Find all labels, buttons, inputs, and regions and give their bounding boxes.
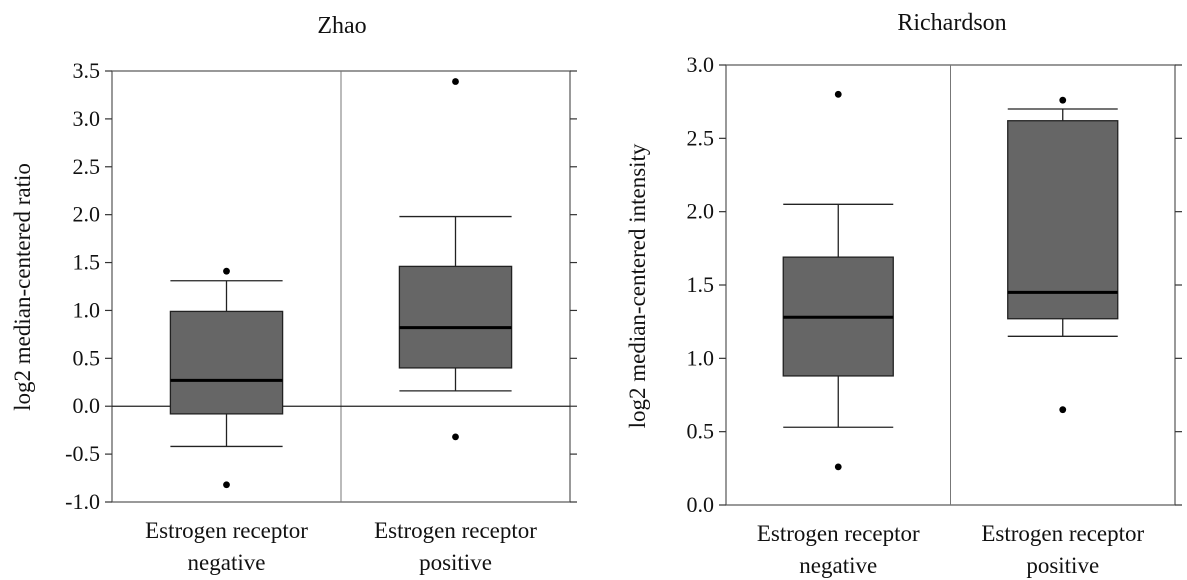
y-tick-label: 1.5 [687,272,715,297]
y-tick-label: -0.5 [65,441,100,466]
category-label: positive [1026,553,1099,578]
y-tick-label: 0.5 [687,419,715,444]
y-tick-label: 3.0 [73,106,101,131]
y-tick-label: 1.5 [73,250,101,275]
y-tick-label: 1.0 [687,345,715,370]
y-axis-label: log2 median-centered intensity [625,143,650,428]
chart-title: Zhao [317,13,366,39]
outlier-point [223,481,230,489]
outlier-point [452,78,459,85]
plot-area: -1.0 -0.5 0.0 0.5 1.0 1.5 2.0 2.5 3.0 3.5 Estrogen… [65,58,577,575]
category-label: negative [799,553,877,578]
outlier-point [834,90,842,98]
y-axis-label: log2 median-centered ratio [10,163,35,411]
category-label: Estrogen receptor [981,521,1144,546]
outlier-point [834,463,842,471]
y-tick-label: 2.5 [687,125,715,150]
outlier-point [223,267,230,275]
chart-panel-zhao: Zhao log2 median-centered ratio -1.0 -0.5… [10,13,577,575]
y-tick-label: 3.5 [73,58,101,83]
outlier-point [1059,406,1067,414]
y-tick-label: -1.0 [65,489,100,514]
box [1007,120,1119,320]
y-tick-label: 0.0 [687,492,715,517]
category-label: Estrogen receptor [757,521,920,546]
y-tick-label: 0.0 [73,393,101,418]
category-label: negative [188,550,266,575]
category-label: positive [419,550,492,575]
y-tick-label: 1.0 [73,297,101,322]
y-tick-label: 2.0 [73,202,101,227]
outlier-point [452,433,459,441]
y-tick-label: 2.5 [73,154,101,179]
box [169,310,284,415]
outlier-point [1059,96,1067,104]
chart-title: Richardson [897,10,1006,36]
chart-panel-richardson: Richardson log2 median-centered intensit… [625,10,1182,578]
y-tick-label: 0.5 [73,345,101,370]
y-tick-label: 3.0 [687,52,715,77]
plot-area: 0.0 0.5 1.0 1.5 2.0 2.5 3.0 Estrogen receptor ne… [687,52,1182,578]
category-label: Estrogen receptor [374,518,537,543]
y-tick-label: 2.0 [687,199,715,224]
category-label: Estrogen receptor [145,518,308,543]
box [398,265,513,369]
